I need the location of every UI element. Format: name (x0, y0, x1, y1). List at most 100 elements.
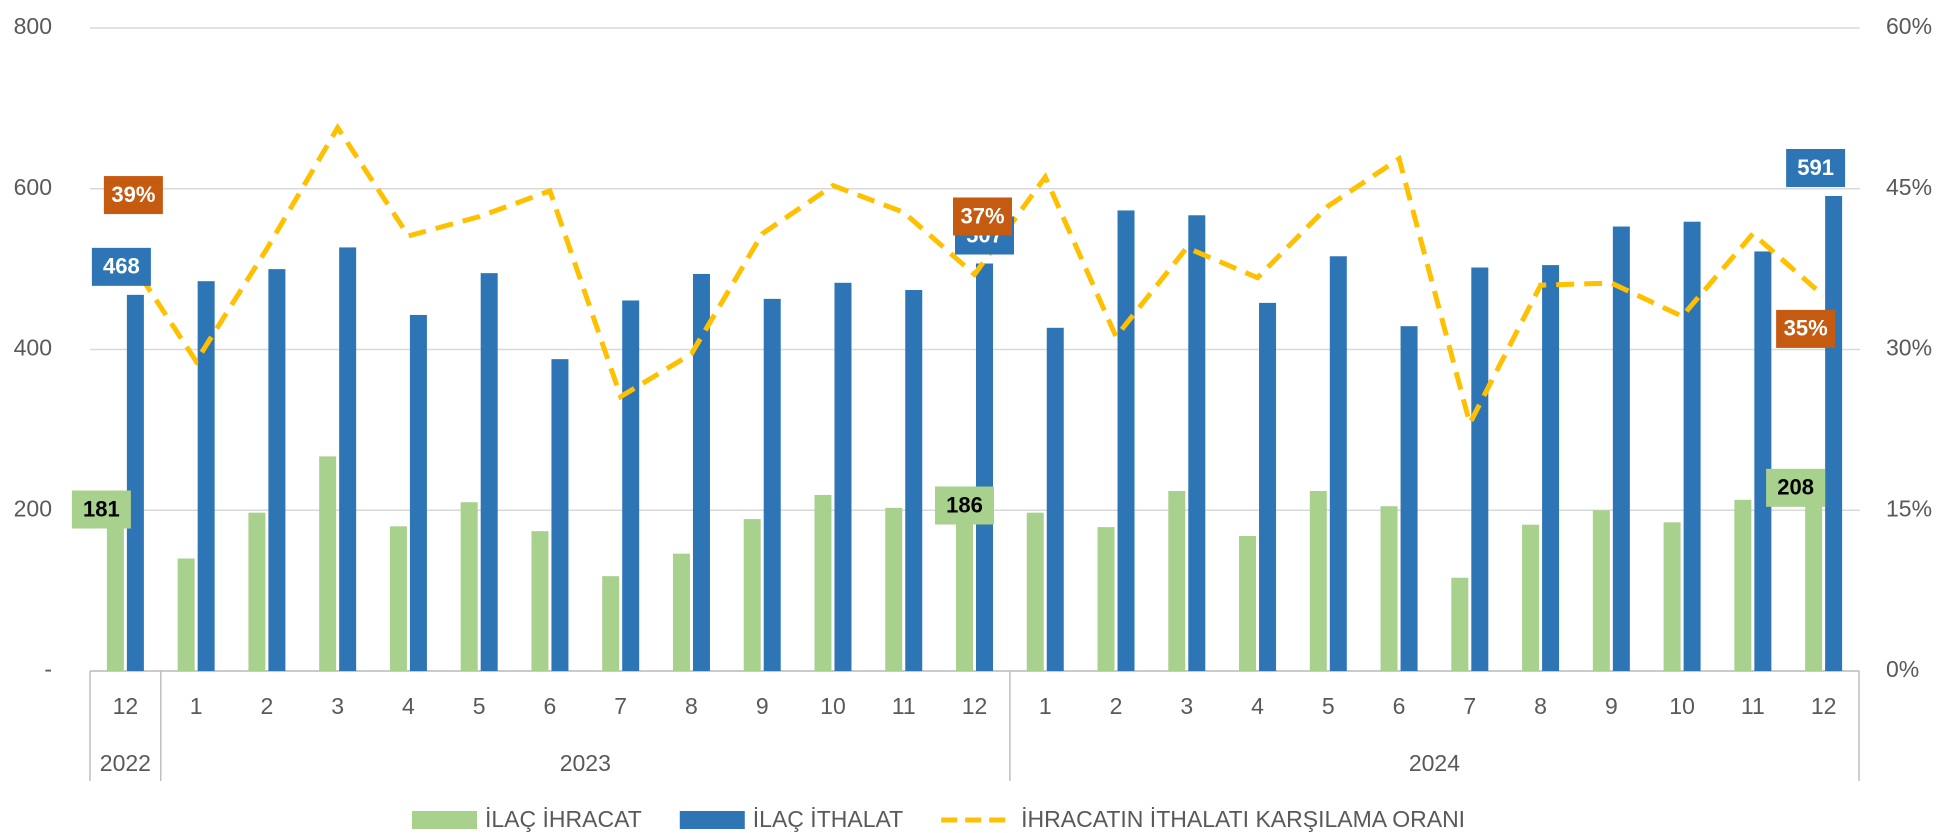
bar (1188, 215, 1206, 671)
bar (1612, 226, 1630, 671)
bar (389, 526, 407, 671)
x-tick-label: 11 (1741, 693, 1765, 719)
bar (409, 314, 427, 671)
bar (1026, 512, 1044, 671)
data-label-box (71, 490, 131, 529)
x-tick-label: 10 (1669, 693, 1695, 719)
x-tick-label: 9 (1605, 693, 1618, 719)
line (123, 122, 1826, 431)
data-label-box (1766, 468, 1826, 507)
year-label: 2024 (1409, 750, 1460, 776)
legend-label: İLAÇ İTHALAT (753, 806, 903, 832)
y2-tick-label: 30% (1886, 335, 1932, 361)
data-label-box (1786, 148, 1846, 187)
bar (531, 531, 549, 671)
bar (480, 273, 498, 671)
bar (1259, 302, 1277, 671)
x-tick-label: 9 (756, 693, 769, 719)
legend-label: İHRACATIN İTHALATI KARŞILAMA ORANI (1021, 806, 1465, 832)
x-tick-label: 12 (1811, 693, 1837, 719)
data-label-box (91, 247, 151, 286)
x-tick-label: 2 (261, 693, 274, 719)
bar (1097, 527, 1115, 671)
data-label: 186 (946, 492, 983, 517)
bar (672, 553, 690, 671)
bar (743, 519, 761, 671)
x-tick-label: 5 (1322, 693, 1335, 719)
bar (1663, 522, 1681, 671)
bar (1168, 490, 1186, 671)
y2-tick-label: 45% (1886, 174, 1932, 200)
bar (905, 290, 923, 671)
data-label-box (103, 176, 163, 215)
bar (126, 294, 144, 671)
y-tick-label: 600 (14, 174, 52, 200)
x-tick-label: 6 (544, 693, 557, 719)
bar (339, 247, 357, 671)
bar (1046, 327, 1064, 671)
bar (763, 298, 781, 671)
x-tick-label: 7 (614, 693, 627, 719)
year-label: 2023 (560, 750, 611, 776)
bar (1805, 503, 1823, 671)
bar (197, 281, 215, 671)
bar (268, 269, 286, 671)
bar (885, 507, 903, 671)
bar (814, 494, 832, 671)
bar (1683, 221, 1701, 672)
x-tick-label: 4 (402, 693, 415, 719)
data-label: 181 (83, 496, 120, 521)
legend-swatch (679, 811, 745, 829)
x-tick-label: 1 (1039, 693, 1052, 719)
bar (692, 273, 710, 671)
bar (1309, 490, 1327, 671)
bar (976, 263, 993, 671)
y2-tick-label: 60% (1886, 13, 1932, 39)
x-tick-label: 8 (685, 693, 698, 719)
bar (177, 558, 195, 671)
bar (1592, 510, 1610, 671)
x-tick-label: 5 (473, 693, 486, 719)
bar (1239, 535, 1257, 671)
x-tick-label: 8 (1534, 693, 1547, 719)
y2-tick-label: 15% (1886, 495, 1932, 521)
y-tick-label: 400 (14, 335, 52, 361)
bar (1754, 251, 1772, 671)
y-tick-label: - (44, 656, 52, 682)
data-label: 468 (103, 254, 140, 279)
data-label: 37% (960, 203, 1004, 228)
x-tick-label: 11 (892, 693, 916, 719)
data-label-box (935, 486, 994, 525)
y2-tick-label: 0% (1886, 656, 1919, 682)
y-tick-label: 200 (14, 495, 52, 521)
x-tick-label: 4 (1251, 693, 1264, 719)
bar (1380, 506, 1398, 671)
bar (460, 502, 478, 671)
bar (1825, 195, 1843, 671)
bar (956, 521, 973, 671)
data-label-box (1776, 309, 1836, 348)
legend-label: İLAÇ İHRACAT (485, 806, 642, 832)
bar (1117, 210, 1135, 672)
bar (834, 282, 852, 671)
bar (1400, 326, 1418, 671)
bar (248, 512, 266, 671)
x-tick-label: 3 (331, 693, 344, 719)
bar (1329, 256, 1347, 671)
data-label: 591 (1797, 155, 1834, 180)
x-tick-label: 6 (1393, 693, 1406, 719)
x-tick-label: 7 (1463, 693, 1476, 719)
data-label: 208 (1777, 475, 1814, 500)
legend-swatch (412, 811, 477, 829)
bar (319, 456, 337, 671)
bar (1451, 577, 1469, 671)
bar (622, 300, 640, 671)
bar (106, 525, 124, 671)
x-tick-label: 12 (962, 693, 988, 719)
x-tick-label: 10 (820, 693, 846, 719)
bar (1734, 499, 1752, 671)
y-tick-label: 800 (14, 13, 52, 39)
x-tick-label: 2 (1110, 693, 1123, 719)
data-label: 35% (1784, 316, 1828, 341)
